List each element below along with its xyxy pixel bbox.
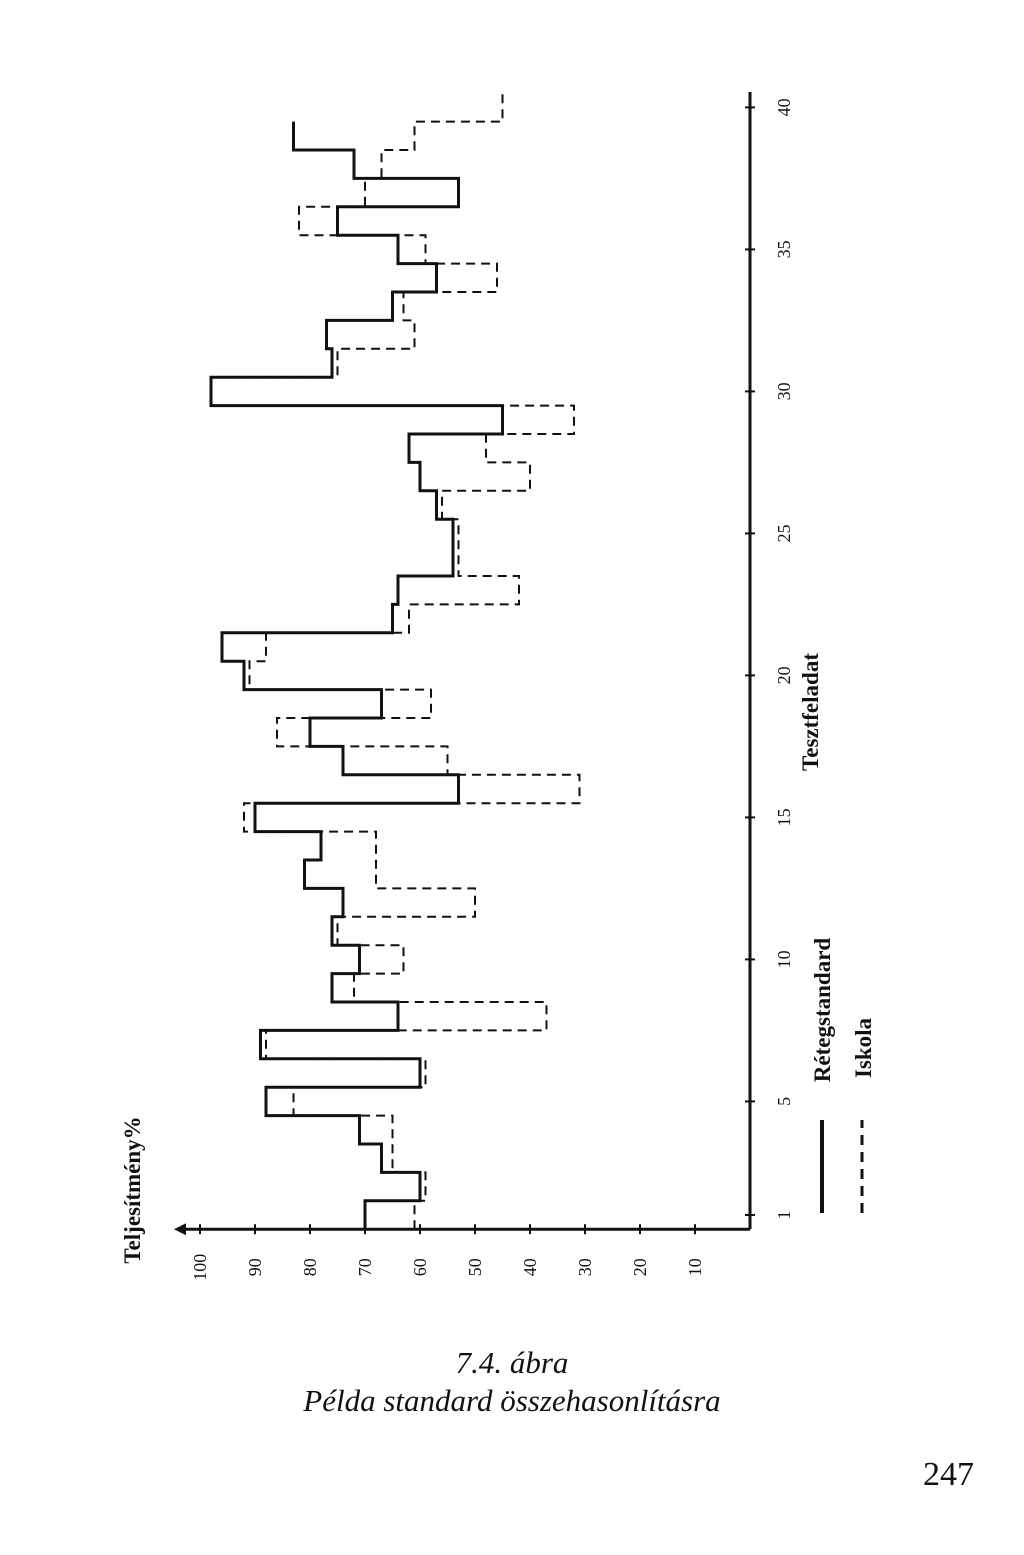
series-line-iskola xyxy=(210,93,581,1230)
value-tick-label: 90 xyxy=(245,1258,265,1276)
task-tick-label: 1 xyxy=(774,1211,794,1220)
task-tick-label: 15 xyxy=(774,808,794,826)
task-tick-label: 35 xyxy=(774,240,794,258)
value-tick-label: 10 xyxy=(685,1258,705,1276)
value-axis-arrow xyxy=(174,1223,186,1236)
legend-label-retegstandard: Rétegstandard xyxy=(810,938,835,1083)
y-axis-label: Teljesítmény% xyxy=(120,1116,145,1263)
legend: Rétegstandard Iskola xyxy=(810,938,876,1213)
value-tick-label: 60 xyxy=(410,1258,430,1276)
value-tick-label: 20 xyxy=(630,1258,650,1276)
labels: Teljesítmény% Tesztfeladat xyxy=(120,653,823,1264)
value-tick-label: 70 xyxy=(355,1258,375,1276)
series-layer xyxy=(209,93,581,1230)
figure-caption-title: Példa standard összehasonlításra xyxy=(303,1383,721,1418)
task-tick-label: 20 xyxy=(774,666,794,684)
task-tick-label: 25 xyxy=(774,524,794,542)
task-tick-label: 40 xyxy=(774,98,794,116)
value-tick-label: 50 xyxy=(465,1258,485,1276)
task-tick-label: 5 xyxy=(774,1097,794,1106)
legend-label-iskola: Iskola xyxy=(851,1017,876,1078)
figure-caption-number: 7.4. ábra xyxy=(455,1345,569,1380)
task-tick-label: 10 xyxy=(774,950,794,968)
page-number: 247 xyxy=(923,1456,974,1493)
series-line-retegstandard xyxy=(209,121,504,1230)
value-tick-label: 80 xyxy=(300,1258,320,1276)
task-tick-label: 30 xyxy=(774,382,794,400)
value-tick-label: 100 xyxy=(190,1254,210,1281)
value-tick-label: 30 xyxy=(575,1258,595,1276)
value-tick-label: 40 xyxy=(520,1258,540,1276)
x-axis-label: Tesztfeladat xyxy=(798,653,823,771)
